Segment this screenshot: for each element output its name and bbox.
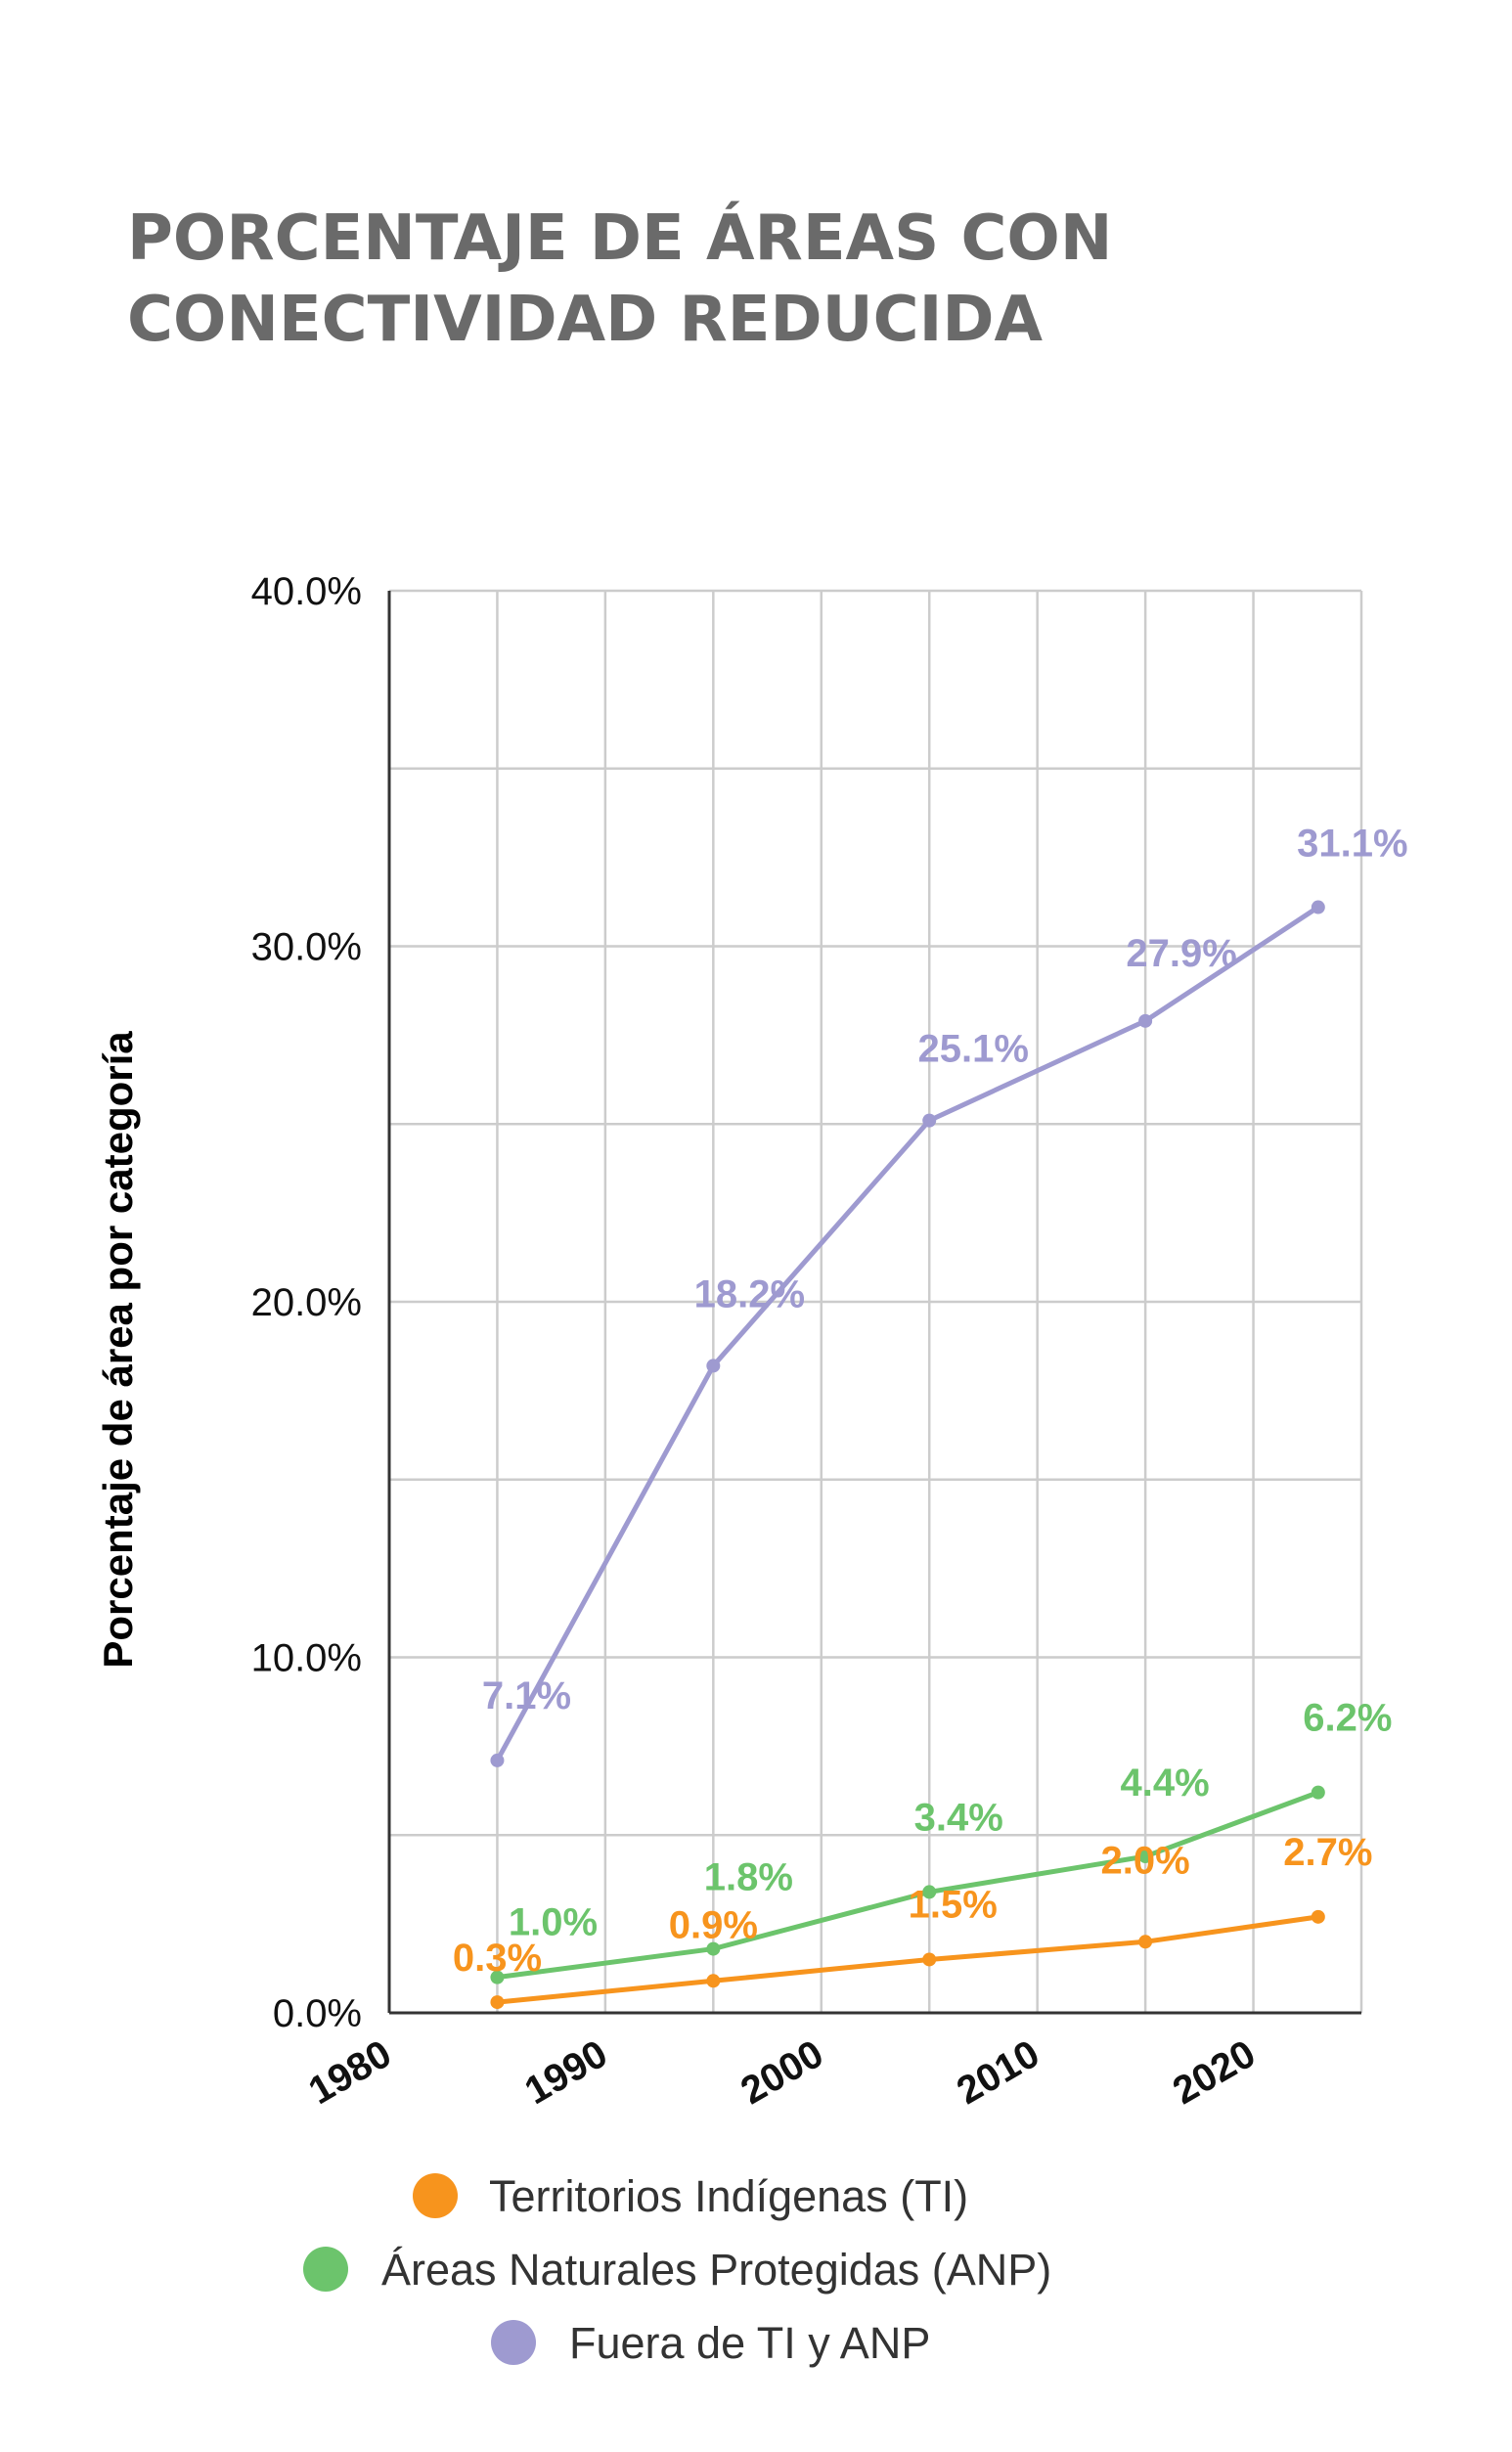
data-label: 7.1% <box>482 1674 571 1717</box>
legend: Territorios Indígenas (TI) Áreas Naturale… <box>303 2171 1051 2368</box>
legend-marker <box>413 2173 458 2218</box>
data-point <box>1138 1013 1153 1028</box>
x-tick-label: 2020 <box>1166 2032 1263 2114</box>
legend-label: Fuera de TI y ANP <box>569 2318 930 2368</box>
x-tick-label: 1980 <box>301 2032 398 2114</box>
data-point <box>706 1941 721 1956</box>
data-point <box>706 1359 721 1373</box>
data-point <box>490 1995 505 2010</box>
data-point <box>922 1952 937 1967</box>
data-point <box>1138 1935 1153 1949</box>
data-label: 3.4% <box>914 1796 1003 1839</box>
data-point <box>1311 1785 1325 1800</box>
data-point <box>490 1753 505 1767</box>
data-label: 2.7% <box>1283 1831 1372 1874</box>
data-label: 1.5% <box>909 1883 998 1926</box>
data-label: 0.3% <box>453 1937 542 1980</box>
data-point <box>922 1113 937 1128</box>
data-label: 31.1% <box>1297 823 1407 866</box>
data-point <box>922 1885 937 1899</box>
data-label: 25.1% <box>918 1028 1029 1071</box>
chart-title-line-1: PORCENTAJE DE ÁREAS CON <box>127 201 1112 275</box>
data-labels: 0.3% 0.9% 1.5% 2.0% 2.7% 1.0% 1.8% 3.4% 4.4% 6.2%… <box>453 823 1408 1981</box>
y-axis-label: Porcentaje de área por categoría <box>95 1031 141 1669</box>
legend-marker <box>303 2247 348 2292</box>
data-label: 1.0% <box>509 1901 598 1944</box>
data-point <box>1311 1909 1325 1924</box>
legend-label: Territorios Indígenas (TI) <box>489 2171 968 2221</box>
legend-label: Áreas Naturales Protegidas (ANP) <box>381 2245 1051 2295</box>
gridlines <box>387 589 1363 2015</box>
y-tick-label: 30.0% <box>251 926 362 969</box>
data-label: 18.2% <box>694 1272 805 1315</box>
data-label: 1.8% <box>704 1856 793 1899</box>
series-lines <box>490 900 1325 2010</box>
axes <box>387 591 1361 2015</box>
x-tick-label: 2010 <box>950 2032 1046 2114</box>
chart-title-line-2: CONECTIVIDAD REDUCIDA <box>127 284 1044 356</box>
x-tick-label: 1990 <box>517 2032 614 2114</box>
data-label: 0.9% <box>669 1903 758 1946</box>
legend-item-fuera-de-ti-y-anp: Fuera de TI y ANP <box>491 2318 930 2368</box>
y-tick-label: 10.0% <box>251 1637 362 1680</box>
y-tick-label: 20.0% <box>251 1281 362 1324</box>
legend-item-areas-naturales-protegidas-anp: Áreas Naturales Protegidas (ANP) <box>303 2245 1051 2295</box>
data-point <box>1138 1850 1153 1864</box>
data-label: 6.2% <box>1303 1697 1392 1740</box>
legend-item-territorios-indigenas-ti: Territorios Indígenas (TI) <box>413 2171 968 2221</box>
legend-marker <box>491 2320 536 2365</box>
data-label: 2.0% <box>1101 1839 1190 1882</box>
y-tick-label: 0.0% <box>273 1992 362 2035</box>
data-point <box>1311 900 1325 914</box>
data-label: 4.4% <box>1121 1761 1210 1805</box>
y-tick-label: 40.0% <box>251 570 362 613</box>
data-point <box>706 1974 721 1988</box>
x-tick-label: 2000 <box>734 2032 830 2114</box>
series-line-fuera-de-ti-y-anp <box>494 905 1321 1763</box>
data-point <box>490 1970 505 1984</box>
data-label: 27.9% <box>1126 932 1236 975</box>
